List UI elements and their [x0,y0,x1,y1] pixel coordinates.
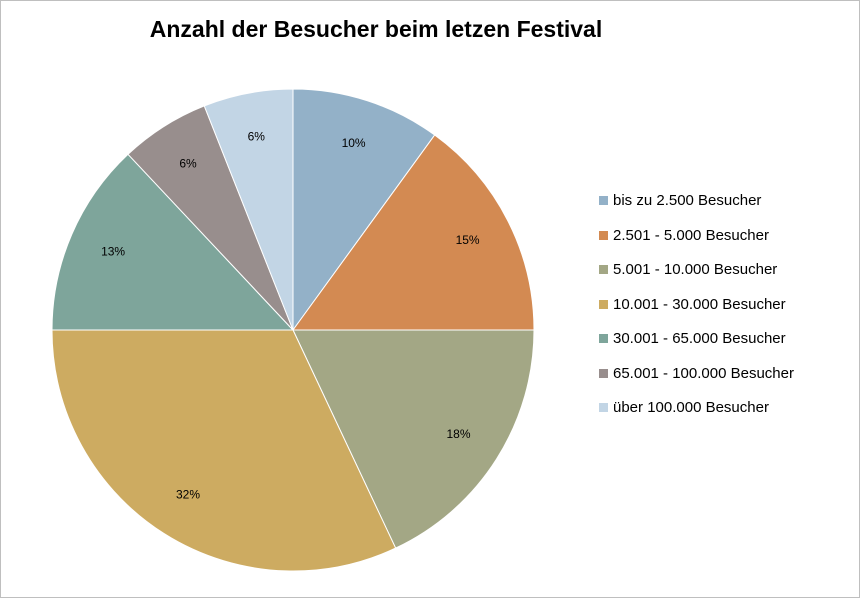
pie-slice-label-1: 10% [342,136,366,150]
legend-item-2: 2.501 - 5.000 Besucher [599,224,849,247]
legend-label-7: über 100.000 Besucher [613,399,769,416]
pie-slices [51,88,535,572]
legend-item-4: 10.001 - 30.000 Besucher [599,293,849,316]
legend-label-2: 2.501 - 5.000 Besucher [613,226,769,244]
chart-title: Anzahl der Besucher beim letzen Festival [149,16,603,42]
pie-slice-label-2: 15% [456,233,480,247]
pie-slice-label-3: 18% [446,427,470,441]
legend-item-6: 65.001 - 100.000 Besucher [599,362,849,385]
pie-slice-2 [292,134,535,331]
legend-item-3: 5.001 - 10.000 Besucher [599,258,849,281]
legend-label-3: 5.001 - 10.000 Besucher [613,261,778,278]
pie-labels: 10% 15% 18% 32% 13% 6% 6% [101,130,480,502]
legend-label-5: 30.001 - 65.000 Besucher [613,330,786,347]
legend-swatch-4 [599,299,608,309]
pie-slice-4 [51,329,397,572]
pie-slice-1 [292,88,436,332]
legend-swatch-7 [599,403,608,412]
legend-swatch-2 [599,230,608,240]
pie-slice-label-7: 6% [248,130,266,144]
pie-slice-label-5: 13% [101,244,125,258]
legend-label-6: 65.001 - 100.000 Besucher [613,364,794,382]
legend-item-7: über 100.000 Besucher [599,396,849,419]
legend-swatch-1 [599,196,608,205]
legend-swatch-6 [599,368,608,378]
pie-slice-7 [203,88,294,331]
legend-item-1: bis zu 2.500 Besucher [599,189,849,212]
legend-label-4: 10.001 - 30.000 Besucher [613,295,786,313]
pie-slice-3 [292,329,535,549]
legend-label-1: bis zu 2.500 Besucher [613,192,762,209]
legend: bis zu 2.500 Besucher 2.501 - 5.000 Besu… [599,189,849,431]
legend-swatch-3 [599,265,608,274]
pie-slice-label-6: 6% [179,157,197,171]
legend-swatch-5 [599,334,608,343]
legend-item-5: 30.001 - 65.000 Besucher [599,327,849,350]
pie-slice-label-4: 32% [176,488,200,502]
pie-slice-5 [51,153,295,331]
